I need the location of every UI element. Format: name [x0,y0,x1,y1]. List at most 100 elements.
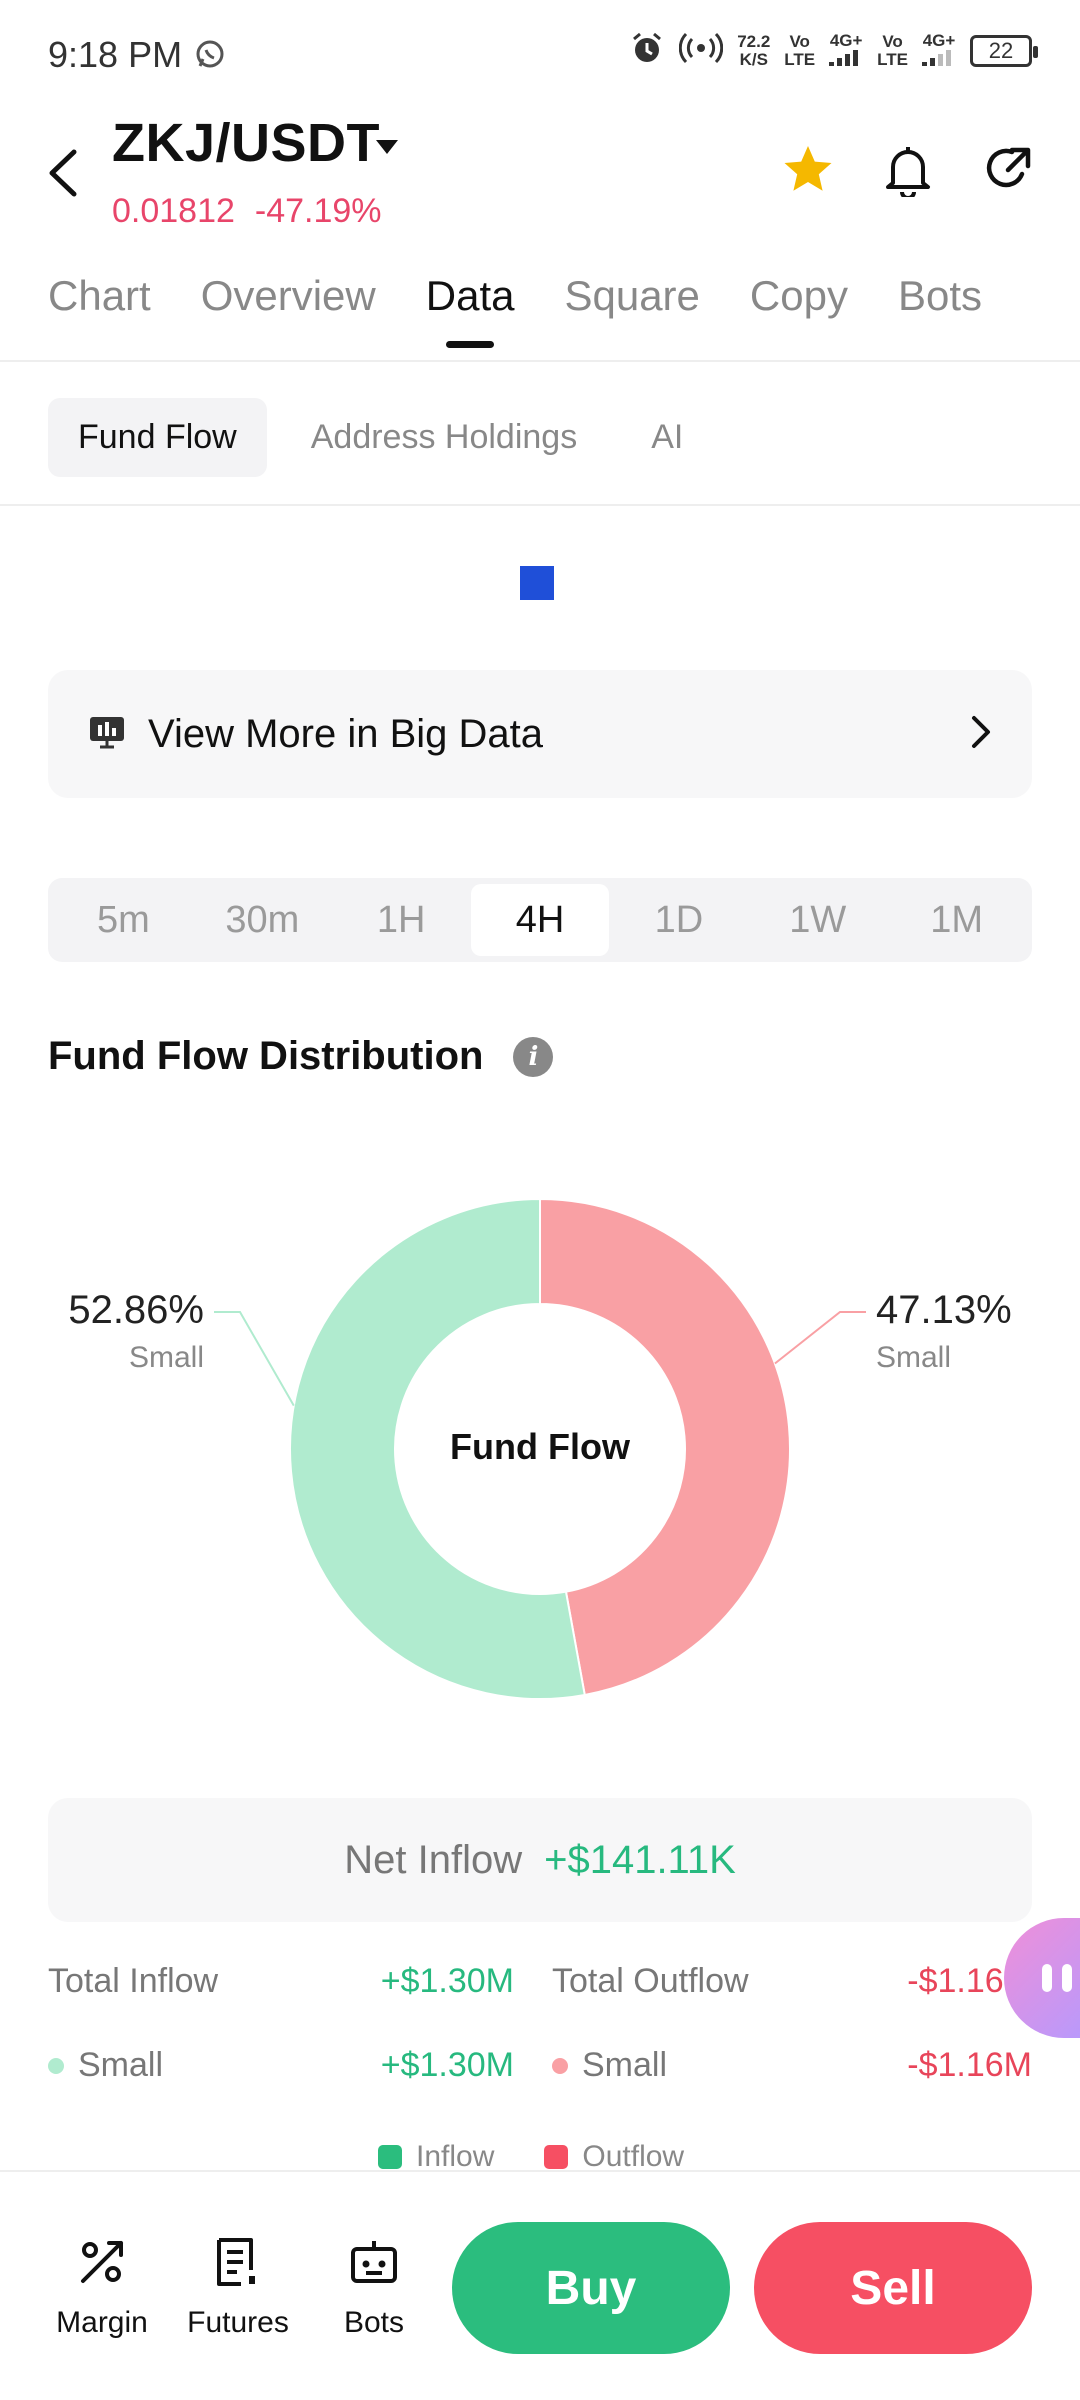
status-time: 9:18 PM [48,34,183,75]
timeframe-selector: 5m 30m 1H 4H 1D 1W 1M [48,878,1032,962]
sim2-volte: Vo LTE [877,31,908,69]
presentation-chart-icon [88,715,126,754]
tabs-divider [0,360,1080,362]
pair-selector[interactable]: ZKJ/USDT [112,113,381,173]
total-outflow-label: Total Outflow [552,1962,749,2000]
back-button[interactable] [44,148,84,198]
timeframe-5m[interactable]: 5m [97,899,150,941]
total-outflow: Total Outflow -$1.16M [540,1962,1032,2001]
subtab-address-holdings[interactable]: Address Holdings [310,418,578,456]
share-icon[interactable] [980,142,1036,198]
subtab-ai[interactable]: AI [651,418,684,456]
fund-flow-distribution-title: Fund Flow Distribution [48,1034,484,1078]
outflow-dot [552,2057,568,2074]
price-line: 0.01812 -47.19% [112,192,382,231]
small-outflow-value: -$1.16M [907,2046,1032,2084]
info-icon[interactable]: i [513,1036,554,1077]
view-more-big-data[interactable]: View More in Big Data [48,670,1032,798]
big-data-label: View More in Big Data [148,711,543,756]
margin-button[interactable]: Margin [42,2232,162,2340]
donut-slice-inflow [289,1197,586,1700]
net-inflow-card: Net Inflow +$141.11K [48,1798,1032,1922]
status-icons: 72.2 K/S Vo LTE 4G+ Vo LTE 4G+ 22 [629,30,1038,71]
small-inflow: Small +$1.30M [48,2046,540,2085]
last-price: 0.01812 [112,192,235,230]
status-bar: 9:18 PM 72.2 K/S Vo LTE 4G+ Vo LTE 4G+ 22 [0,0,1080,110]
inflow-slice-label: Small [128,1341,204,1374]
bubble-bar-icon [1042,1964,1052,1992]
legend-outflow-swatch [544,2145,569,2169]
donut-center-label: Fund Flow [450,1426,630,1467]
timeframe-1h[interactable]: 1H [376,899,426,941]
legend-outflow-label: Outflow [582,2140,685,2173]
small-outflow-label: Small [582,2046,668,2084]
legend-inflow: Inflow [378,2140,494,2174]
header-actions [780,142,1036,198]
sim2-network: 4G+ [922,31,956,70]
timeframe-1m[interactable]: 1M [930,899,983,941]
bottom-action-bar: Margin Futures Bots Buy Sell [0,2170,1080,2400]
bots-button[interactable]: Bots [314,2232,434,2340]
margin-percent-icon [42,2232,162,2292]
outflow-slice-callout: 47.13% Small [876,1288,1036,1375]
timeframe-4h[interactable]: 4H [470,884,610,956]
fund-flow-donut-chart: Fund Flow 52.86% Small 47.13% Small [0,1170,1080,1730]
subtab-fund-flow[interactable]: Fund Flow [48,398,267,477]
small-inflow-label-wrap: Small [48,2046,163,2085]
small-inflow-value: +$1.30M [380,2046,514,2084]
inflow-dot [48,2057,64,2074]
inflow-slice-callout: 52.86% Small [58,1288,204,1375]
leader-line-outflow [774,1311,866,1365]
timeframe-1w[interactable]: 1W [789,899,847,941]
inflow-slice-percent: 52.86% [68,1288,204,1332]
bell-icon[interactable] [880,142,936,198]
price-change: -47.19% [254,192,382,230]
caret-down-icon[interactable] [374,138,400,161]
tab-square[interactable]: Square [564,272,700,319]
legend-outflow: Outflow [544,2140,684,2174]
alarm-icon [629,30,665,71]
legend-inflow-swatch [378,2145,402,2169]
total-inflow: Total Inflow +$1.30M [48,1962,540,2001]
subtabs-divider [0,504,1080,506]
main-tabs: Chart Overview Data Square Copy Bots [48,272,982,340]
network-speed: 72.2 K/S [737,31,771,69]
small-outflow-label-wrap: Small [552,2046,667,2085]
tab-copy[interactable]: Copy [749,272,848,319]
tab-bots[interactable]: Bots [897,272,983,319]
chart-legend: Inflow Outflow [378,2140,684,2174]
section-title: Fund Flow Distribution i [48,1034,554,1079]
futures-document-icon [178,2232,298,2292]
small-inflow-label: Small [78,2046,164,2084]
outflow-slice-percent: 47.13% [876,1288,1012,1332]
bots-label: Bots [343,2306,405,2339]
futures-button[interactable]: Futures [178,2232,298,2340]
legend-inflow-label: Inflow [416,2140,495,2173]
small-order-row: Small +$1.30M Small -$1.16M [48,2046,1032,2085]
favorite-star-icon[interactable] [780,142,836,198]
small-outflow: Small -$1.16M [540,2046,1032,2085]
donut-svg [214,1197,866,1700]
chevron-right-icon [970,714,992,755]
tab-chart[interactable]: Chart [48,272,151,319]
donut-slice-outflow [539,1197,791,1697]
futures-label: Futures [187,2306,289,2339]
leader-line-inflow [214,1311,295,1407]
sell-button[interactable]: Sell [754,2222,1032,2354]
margin-label: Margin [56,2306,148,2339]
tab-overview[interactable]: Overview [200,272,376,319]
bubble-bar-icon [1062,1964,1072,1992]
net-inflow-label: Net Inflow [344,1837,523,1882]
loading-placeholder [520,566,554,600]
tab-data[interactable]: Data [426,272,515,340]
net-inflow-value: +$141.11K [544,1837,736,1882]
timeframe-30m[interactable]: 30m [225,899,300,941]
timeframe-1d[interactable]: 1D [654,899,704,941]
total-inflow-value: +$1.30M [380,1962,514,2000]
total-inflow-label: Total Inflow [48,1962,219,2000]
floating-assistant-button[interactable] [1004,1918,1080,2038]
buy-button[interactable]: Buy [452,2222,730,2354]
outflow-slice-label: Small [876,1341,952,1374]
sub-tabs: Fund Flow Address Holdings AI [48,398,713,477]
robot-icon [314,2232,434,2292]
